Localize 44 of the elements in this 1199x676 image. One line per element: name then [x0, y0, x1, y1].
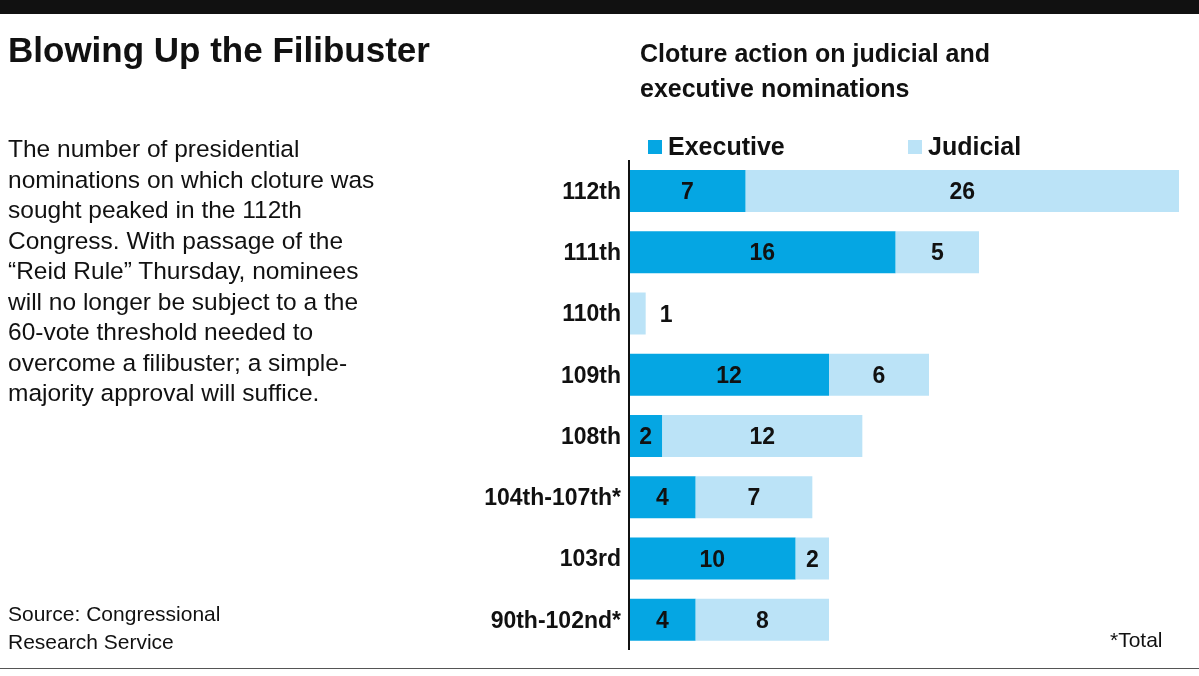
data-label: 4 [655, 606, 669, 633]
bar [895, 231, 979, 274]
data-label: 1 [659, 300, 673, 327]
bar [629, 598, 696, 641]
bar [745, 170, 1179, 212]
y-tick-label: 109th [560, 361, 621, 388]
bar [795, 537, 829, 580]
annotation: *Total [1110, 628, 1163, 652]
bar [829, 353, 929, 396]
text: Blowing Up the Filibuster [8, 30, 430, 70]
data-label: 26 [949, 178, 976, 205]
data-label: 4 [655, 484, 669, 511]
y-tick-label: 103rd [559, 545, 621, 572]
data-label: 2 [805, 545, 819, 572]
bar [629, 231, 896, 274]
data-label: 16 [749, 239, 776, 266]
data-label: 8 [755, 606, 769, 633]
chart-subtitle: Cloture action on judicial and executive nominations [640, 38, 992, 104]
y-tick-label: 108th [560, 422, 621, 449]
data-label: 5 [930, 239, 944, 266]
bar [695, 598, 829, 641]
data-label: 12 [716, 361, 742, 388]
data-label: 12 [749, 423, 776, 450]
y-tick-label: 112th [562, 177, 621, 204]
bar [629, 476, 696, 519]
data-label: 6 [872, 361, 886, 388]
bar [629, 170, 746, 212]
data-label: 7 [680, 178, 694, 205]
legend-label: Judicial [928, 132, 1022, 161]
data-label: 10 [699, 545, 726, 572]
legend-label: Executive [668, 132, 785, 161]
text: The number of presidential nominations on which cloture was sought peaked in the 112th Congress. With passage of the “Reid Rule” Thursday, nominees will no longer be subject to a the 60-vote threshold needed to overcome a filibuster; a simple-majority approval will suffice. [8, 135, 375, 406]
y-tick-label: 110th [562, 300, 621, 327]
bar [629, 292, 646, 335]
data-label: 7 [747, 484, 761, 511]
data-label: 2 [639, 423, 653, 450]
y-tick-label: 90th-102nd* [490, 606, 622, 633]
source-note: Source: Congressional Research Service [8, 601, 222, 655]
bar [662, 415, 863, 457]
bar [629, 537, 796, 580]
y-tick-label: 111th [563, 239, 621, 266]
y-tick-label: 104th-107th* [484, 484, 622, 511]
bar [695, 476, 813, 519]
bar [629, 353, 829, 396]
